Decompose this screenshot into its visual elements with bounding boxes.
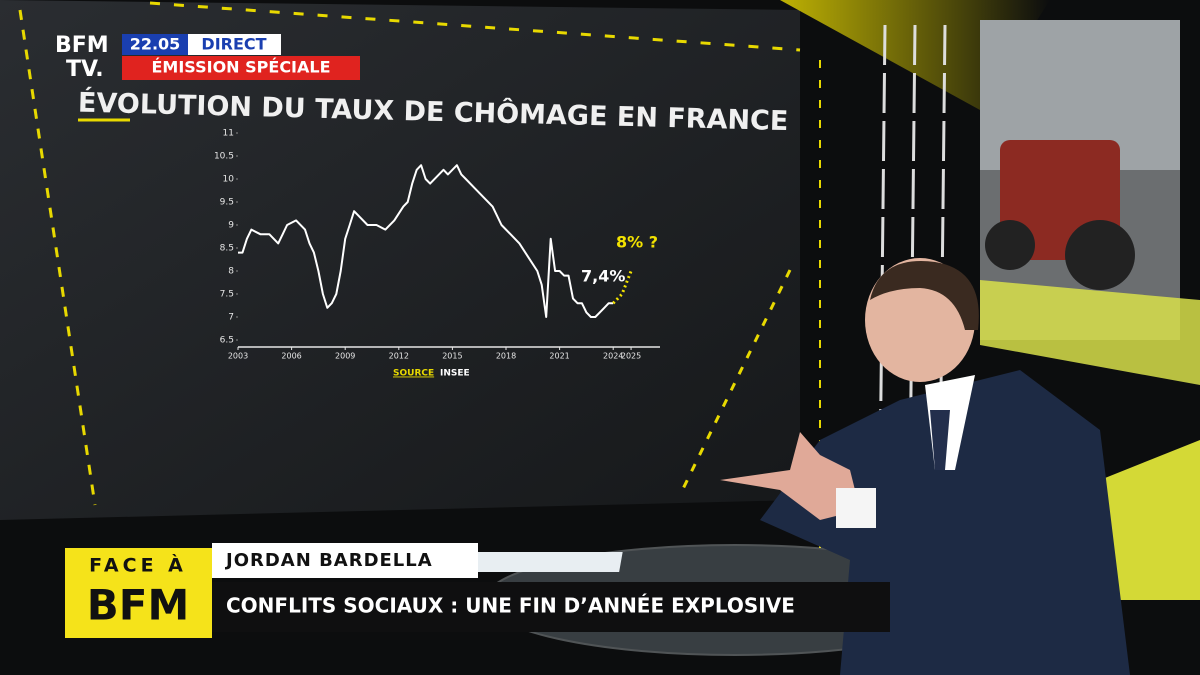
annotation: 8% ? [616,233,658,252]
wall-deco [18,9,97,506]
y-tick-label: 9 [228,221,234,231]
x-tick-label: 2015 [442,352,462,361]
y-tick-label: 7 [228,313,234,323]
y-tick-label: 8 [228,267,234,277]
video-wall [0,0,800,520]
light-strip [878,24,887,481]
light-strip [908,24,917,481]
headline: CONFLITS SOCIAUX : UNE FIN D’ANNÉE EXPLO… [226,594,795,618]
y-tick-label: 9.5 [220,198,234,208]
hair [870,261,979,330]
y-tick-label: 6.5 [220,336,234,346]
x-tick-label: 2003 [228,352,248,361]
live-box [188,34,281,55]
time-box [122,34,188,55]
shirt-cuff [836,488,876,528]
logo-line: BFM [55,33,109,58]
live: DIRECT [201,35,266,54]
guest-name: JORDAN BARDELLA [224,550,433,571]
x-tick-label: 2018 [496,352,516,361]
show-top: FACE À [89,554,187,577]
x-tick-label: 2021 [549,352,569,361]
source: INSEE [440,369,470,379]
tie [930,410,950,470]
yellow-panel [1100,440,1200,600]
x-tick-label: 2006 [281,352,301,361]
time: 22.05 [130,35,181,54]
annotation: 7,4% [581,267,625,286]
channel-logo: BFM TV. [55,33,109,82]
light-strip [938,24,947,481]
tractor-wheel [1065,220,1135,290]
y-tick-label: 10.5 [214,152,234,162]
logo-line: TV. [66,57,104,82]
x-tick-label: 2009 [335,352,355,361]
show-bottom: BFM [87,581,190,630]
y-tick-label: 11 [223,129,234,139]
banner-box [122,56,360,80]
show-box [65,548,212,638]
source-label: SOURCE [393,369,434,379]
wall-deco [678,269,792,496]
yellow-panel [980,280,1200,385]
x-tick-label: 2025 [621,352,641,361]
banner: ÉMISSION SPÉCIALE [151,58,330,77]
y-tick-label: 8.5 [220,244,234,254]
pointing-hand [720,432,860,520]
papers [439,552,623,572]
series-line [238,164,614,318]
guest-box [212,543,478,578]
headline-box [212,582,890,632]
x-tick-label: 2012 [389,352,409,361]
y-tick-label: 7.5 [220,290,234,300]
tractor-wheel [985,220,1035,270]
y-tick-label: 10 [223,175,235,185]
x-tick-label: 2024 [603,352,623,361]
